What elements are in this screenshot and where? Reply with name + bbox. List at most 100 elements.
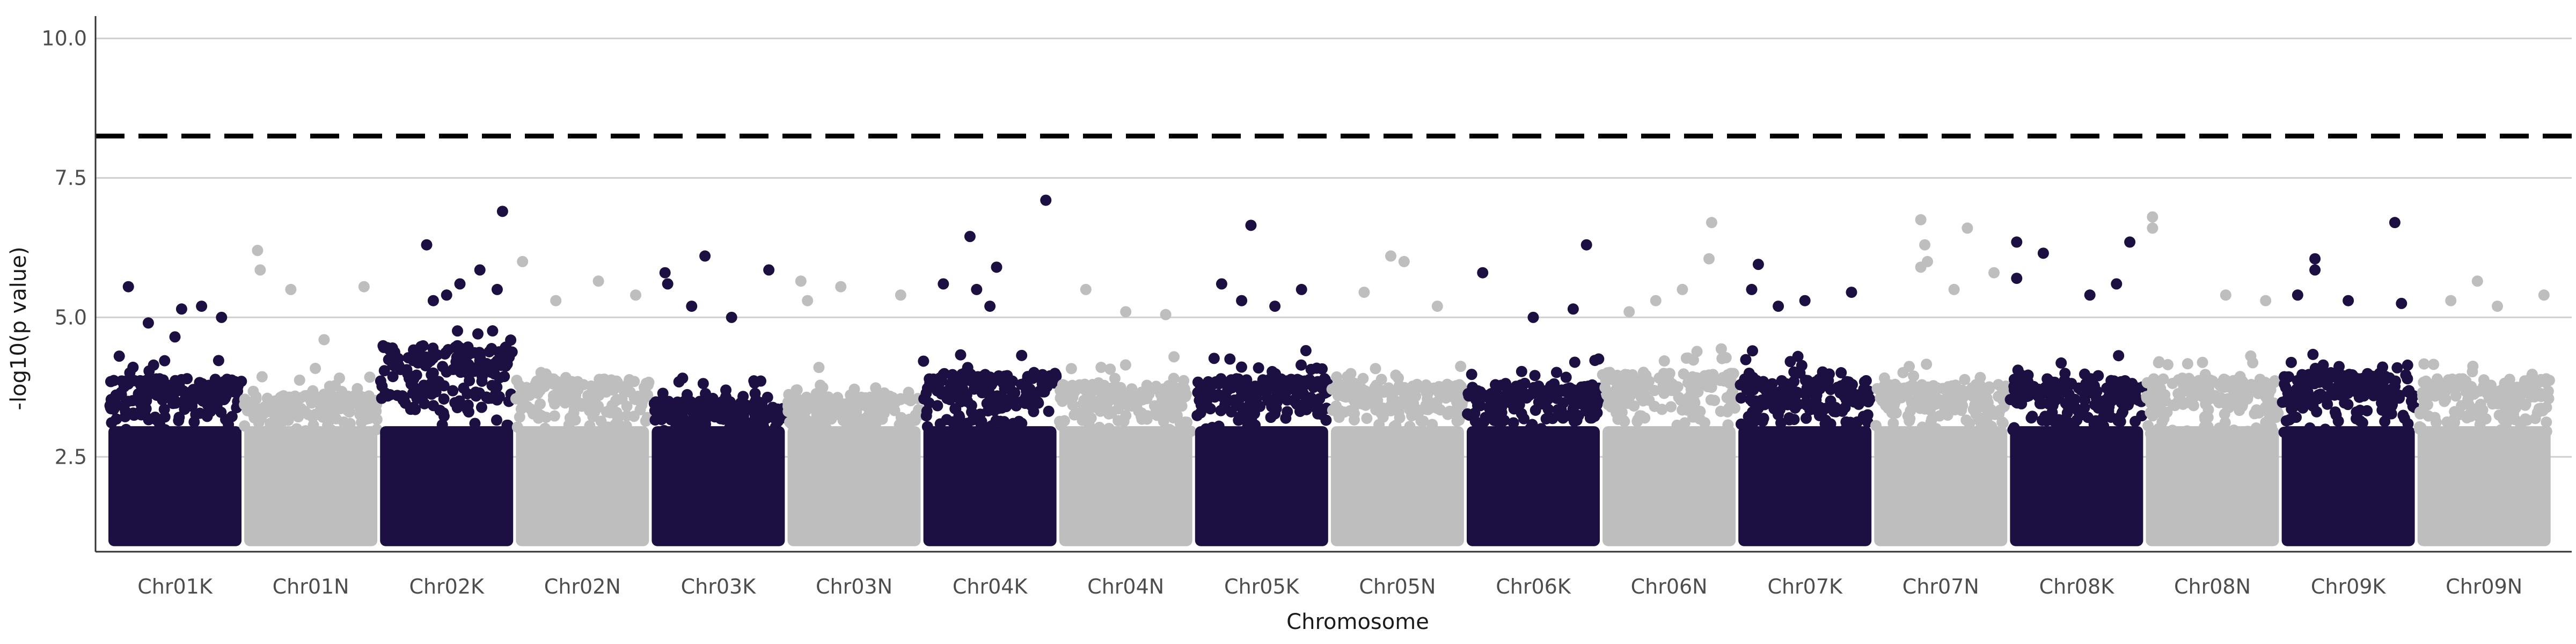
snp-point bbox=[2228, 424, 2240, 436]
snp-point bbox=[757, 420, 769, 431]
snp-point bbox=[2478, 374, 2490, 386]
snp-point bbox=[919, 392, 931, 404]
snp-point bbox=[589, 406, 601, 418]
snp-point bbox=[450, 363, 462, 375]
dense-points-core bbox=[244, 426, 378, 546]
snp-point bbox=[1796, 360, 1807, 371]
snp-point bbox=[2105, 411, 2117, 423]
snp-point bbox=[1706, 217, 1717, 229]
snp-point bbox=[363, 408, 375, 420]
snp-point bbox=[2223, 401, 2235, 413]
snp-point bbox=[1637, 367, 1649, 378]
snp-point bbox=[1422, 404, 1434, 415]
snp-point bbox=[2113, 350, 2125, 362]
snp-point bbox=[2073, 405, 2084, 417]
snp-point bbox=[2533, 403, 2545, 415]
snp-point bbox=[454, 278, 466, 290]
snp-point bbox=[1747, 406, 1759, 418]
snp-point bbox=[1225, 406, 1237, 418]
snp-point bbox=[2253, 407, 2265, 419]
snp-point bbox=[2199, 369, 2211, 380]
snp-point bbox=[1326, 383, 1338, 395]
dense-points-core bbox=[1330, 426, 1464, 546]
chromosome-points-Chr09K bbox=[2277, 217, 2420, 546]
snp-point bbox=[1262, 394, 1274, 406]
snp-point bbox=[378, 365, 390, 377]
snp-point bbox=[181, 373, 193, 385]
y-tick-label: 7.5 bbox=[55, 166, 87, 189]
snp-point bbox=[2471, 275, 2483, 287]
snp-point bbox=[104, 400, 116, 412]
snp-point bbox=[877, 391, 889, 402]
snp-point bbox=[1141, 413, 1153, 425]
snp-point bbox=[609, 419, 621, 430]
snp-point bbox=[895, 412, 907, 423]
snp-point bbox=[2157, 373, 2169, 385]
snp-point bbox=[1924, 383, 1936, 394]
y-tick-labels: 2.5 5.0 7.5 10.0 bbox=[41, 27, 87, 469]
snp-point bbox=[133, 388, 144, 400]
snp-point bbox=[2263, 406, 2274, 418]
snp-point bbox=[1463, 409, 1475, 421]
snp-point bbox=[254, 264, 266, 276]
dense-points-core bbox=[1738, 426, 1872, 546]
snp-point bbox=[2207, 377, 2219, 389]
x-tick-label: Chr06K bbox=[1496, 575, 1571, 598]
snp-point bbox=[535, 367, 547, 378]
snp-point bbox=[532, 377, 544, 389]
snp-point bbox=[2156, 416, 2168, 428]
snp-point bbox=[1754, 377, 1766, 389]
snp-point bbox=[887, 392, 898, 404]
snp-point bbox=[1717, 371, 1729, 383]
snp-point bbox=[1141, 393, 1153, 405]
snp-point bbox=[299, 425, 311, 437]
snp-point bbox=[463, 358, 474, 370]
snp-point bbox=[1246, 385, 1257, 397]
snp-point bbox=[491, 283, 503, 295]
snp-point bbox=[1235, 361, 1247, 373]
snp-point bbox=[2420, 375, 2432, 387]
x-tick-label: Chr08N bbox=[2174, 575, 2251, 598]
snp-point bbox=[2049, 376, 2061, 388]
snp-point bbox=[173, 412, 185, 423]
snp-point bbox=[490, 388, 502, 400]
x-tick-label: Chr04N bbox=[1087, 575, 1164, 598]
snp-point bbox=[209, 374, 221, 385]
snp-point bbox=[1536, 398, 1548, 410]
snp-point bbox=[1948, 283, 1960, 295]
snp-point bbox=[355, 391, 367, 402]
snp-point bbox=[2202, 393, 2214, 405]
snp-point bbox=[447, 385, 459, 397]
snp-point bbox=[213, 355, 224, 367]
snp-point bbox=[870, 382, 882, 394]
snp-point bbox=[1880, 399, 1892, 411]
snp-point bbox=[2216, 379, 2228, 391]
x-tick-label: Chr06N bbox=[1631, 575, 1708, 598]
snp-point bbox=[2279, 371, 2290, 383]
snp-point bbox=[2247, 357, 2259, 369]
snp-point bbox=[1722, 419, 1734, 431]
snp-point bbox=[2479, 383, 2491, 394]
snp-point bbox=[528, 408, 539, 420]
snp-point bbox=[1684, 393, 1695, 405]
snp-point bbox=[1677, 283, 1688, 295]
snp-point bbox=[1970, 402, 1982, 414]
snp-point bbox=[1778, 378, 1790, 390]
snp-point bbox=[1472, 420, 1483, 431]
snp-point bbox=[662, 278, 674, 290]
snp-point bbox=[1208, 353, 1220, 364]
snp-point bbox=[239, 420, 251, 432]
snp-point bbox=[1799, 295, 1811, 306]
y-tick-label: 10.0 bbox=[41, 27, 87, 50]
snp-point bbox=[1878, 379, 1890, 391]
snp-point bbox=[1028, 406, 1040, 418]
snp-point bbox=[2389, 217, 2401, 229]
snp-point bbox=[1150, 407, 1161, 419]
snp-point bbox=[1687, 411, 1699, 423]
snp-point bbox=[2381, 385, 2393, 397]
snp-point bbox=[2418, 358, 2430, 370]
snp-point bbox=[1959, 374, 1971, 385]
dense-points-core bbox=[516, 426, 649, 546]
snp-point bbox=[1693, 375, 1704, 386]
snp-point bbox=[330, 413, 342, 425]
